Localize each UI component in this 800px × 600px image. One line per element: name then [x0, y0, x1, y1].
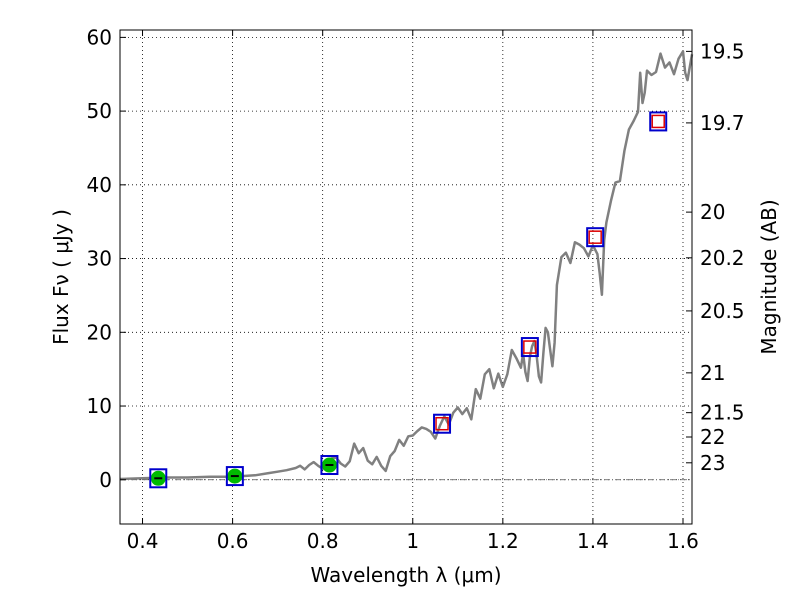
observed-point	[651, 114, 665, 129]
right-axis-tick-label: 21	[700, 361, 725, 385]
right-axis-tick-label: 20.2	[700, 246, 745, 270]
model-point	[520, 337, 539, 358]
x-tick-label: 0.8	[307, 529, 339, 553]
observed-point	[435, 416, 449, 431]
x-tick-label: 1.4	[577, 529, 609, 553]
y-tick-label: 60	[87, 25, 112, 49]
right-axis-label: Magnitude (AB)	[757, 199, 781, 354]
plot-frame	[119, 29, 693, 525]
model-point	[149, 468, 168, 489]
y-tick-label: 50	[87, 99, 112, 123]
y-tick-label: 0	[99, 468, 112, 492]
model-point	[586, 227, 605, 248]
right-axis-tick-label: 23	[700, 451, 725, 475]
right-axis-tick-label: 22	[700, 425, 725, 449]
x-tick-label: 1.2	[487, 529, 519, 553]
y-tick-label: 10	[87, 394, 112, 418]
right-axis-tick-label: 19.5	[700, 39, 745, 63]
x-tick-label: 1	[406, 529, 419, 553]
x-tick-label: 1.6	[667, 529, 699, 553]
model-point	[225, 466, 244, 487]
right-axis-tick-label: 20	[700, 200, 725, 224]
grid-lines	[120, 30, 692, 524]
model-point	[433, 413, 452, 434]
model-spectrum-series	[119, 50, 694, 481]
model-point	[320, 455, 339, 476]
y-tick-label: 30	[87, 247, 112, 271]
y-tick-label: 20	[87, 320, 112, 344]
model-point	[649, 111, 668, 132]
axis-ticks	[120, 30, 692, 524]
x-tick-label: 0.4	[127, 529, 159, 553]
x-tick-label: 0.6	[217, 529, 249, 553]
y-axis-label: Flux Fν ( μJy )	[49, 209, 73, 345]
right-axis-tick-label: 20.5	[700, 299, 745, 323]
right-axis-tick-label: 19.7	[700, 111, 745, 135]
observed-point	[523, 340, 537, 354]
axis-tick-labels: 0.4 0.6 0.8 1 1.2 1.4 1.6 0 10 20 30 40 50 60 19.5 19.7…	[87, 25, 745, 553]
photometry-points	[149, 111, 668, 489]
observed-point	[588, 230, 602, 244]
right-axis-tick-label: 21.5	[700, 401, 745, 425]
y-tick-label: 40	[87, 173, 112, 197]
spectrum-line	[119, 50, 694, 481]
x-axis-label: Wavelength λ (μm)	[310, 563, 501, 587]
